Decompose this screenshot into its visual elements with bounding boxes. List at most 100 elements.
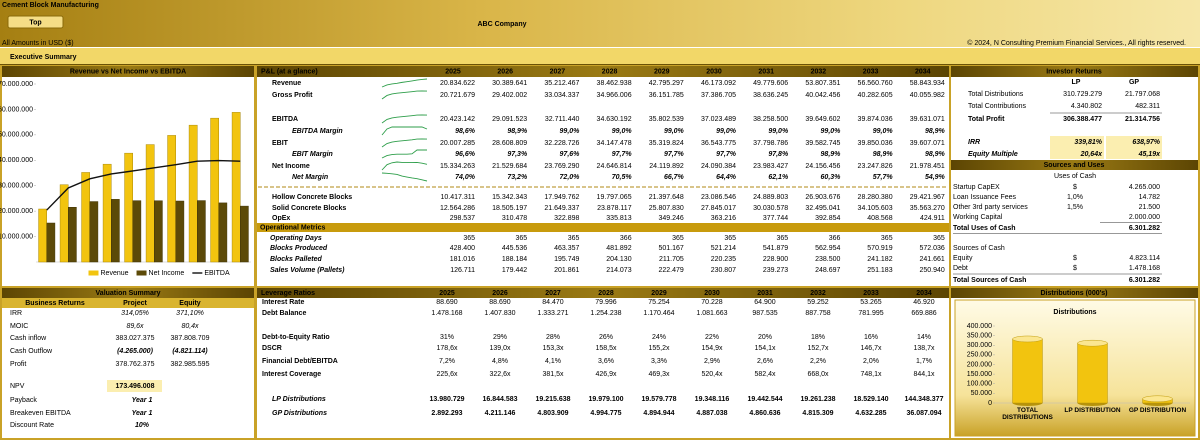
sparkline: [381, 138, 428, 148]
cell: 36.151.785: [649, 92, 684, 99]
cell: 248.697: [815, 267, 840, 274]
bar-cap: [1077, 339, 1108, 347]
row-label: IRR: [10, 310, 22, 317]
investor-panel: [951, 66, 1198, 286]
bar: [111, 199, 120, 263]
row-label: EBITDA: [272, 116, 298, 123]
cell: 97,8%: [768, 151, 789, 158]
cell: 26.903.676: [805, 194, 840, 201]
cell: 1.254.238: [590, 310, 621, 317]
cell: 521.214: [711, 245, 736, 252]
cell: 96,6%: [455, 151, 476, 158]
cell: 98,9%: [873, 151, 894, 158]
cell: 20.834.622: [440, 80, 475, 87]
cell: 24.889.803: [753, 194, 788, 201]
bar: [218, 202, 228, 263]
cell: 154,9x: [701, 345, 723, 352]
cell: 445.536: [502, 245, 527, 252]
cell: 19.348.116: [695, 396, 730, 403]
chart-title: Revenue vs Net Income vs EBITDA: [70, 68, 186, 75]
cell: 99,0%: [664, 128, 685, 135]
cell: 14.782: [1139, 194, 1161, 201]
cell: 35.212.467: [544, 80, 579, 87]
cell: 365: [516, 235, 528, 242]
cell: 139,0x: [489, 345, 511, 352]
cell: 2,0%: [863, 358, 879, 365]
cell: 38.258.500: [753, 116, 788, 123]
cell: (4.821.114): [172, 348, 208, 355]
column-header: LP: [1072, 79, 1081, 86]
cell: 20.423.142: [440, 116, 475, 123]
cell: 4.265.000: [1129, 184, 1160, 191]
year-header: 2027: [545, 290, 561, 297]
sparkline: [381, 126, 428, 136]
cell: 19.261.238: [800, 396, 835, 403]
cell: 15.342.343: [492, 194, 527, 201]
cell: 158,5x: [595, 345, 617, 352]
cell: 97,3%: [507, 151, 528, 158]
y-tick-label: 0: [988, 400, 992, 407]
column-header: GP: [1129, 79, 1139, 86]
sparkline: [381, 90, 428, 100]
bar: [240, 205, 249, 263]
cell: 23.983.427: [753, 163, 788, 170]
cell: 29.402.002: [492, 92, 527, 99]
top-button[interactable]: [7, 15, 64, 29]
cell: 36.087.094: [906, 410, 941, 417]
cell: 70.228: [701, 299, 723, 306]
cell: 42.795.297: [649, 80, 684, 87]
distribution-heading: Distributions (000's): [1040, 290, 1107, 297]
cell: 75.254: [648, 299, 670, 306]
row-label: Debt: [953, 265, 968, 272]
row-label: Discount Rate: [10, 422, 54, 429]
year-header: 2025: [439, 290, 455, 297]
bar: [38, 208, 48, 263]
cell: 73,2%: [507, 174, 528, 181]
cell: 20,64x: [1080, 151, 1104, 158]
cell: 72,0%: [560, 174, 581, 181]
cell: 34.630.192: [597, 116, 632, 123]
cell: 339,81%: [1074, 139, 1102, 146]
legend-label: Revenue: [101, 270, 129, 277]
cell: 482.311: [1135, 103, 1160, 110]
row-label: Equity Multiple: [968, 151, 1018, 158]
sparkline: [381, 172, 428, 182]
row-label: Debt Balance: [262, 310, 306, 317]
cell: 22%: [705, 334, 719, 341]
sparkline: [381, 114, 428, 124]
cell: 34.105.603: [858, 205, 893, 212]
cell: 365: [724, 235, 736, 242]
cell: 181.016: [450, 256, 475, 263]
cell: 366: [829, 235, 841, 242]
cell: 428.400: [450, 245, 475, 252]
top-button-label[interactable]: Top: [29, 19, 41, 26]
cell: 21.397.648: [649, 194, 684, 201]
column-header: Equity: [179, 300, 200, 307]
bar: [175, 200, 185, 263]
cell: 37.386.705: [701, 92, 736, 99]
cell: 29%: [493, 334, 507, 341]
cell: 32.228.726: [544, 140, 579, 147]
year-header: 2030: [706, 68, 722, 75]
y-tick-label: 400.000: [967, 323, 992, 330]
cell: 298.537: [450, 215, 475, 222]
cell: 24.156.456: [805, 163, 840, 170]
row-label: Interest Rate: [262, 299, 305, 306]
cell: 638,97%: [1132, 139, 1160, 146]
cell: 2,6%: [757, 358, 773, 365]
cell: 481.892: [606, 245, 631, 252]
subheader: Uses of Cash: [1054, 173, 1096, 180]
cell: 32.495.041: [805, 205, 840, 212]
cell: 46.173.092: [701, 80, 736, 87]
y-tick-label: 50.000: [971, 390, 993, 397]
cell: 39.850.036: [858, 140, 893, 147]
y-tick-label: 40.000.000: [0, 157, 33, 164]
cell: 241.182: [867, 256, 892, 263]
cell: 39.582.745: [805, 140, 840, 147]
row-label: MOIC: [10, 323, 28, 330]
bar: [197, 200, 206, 263]
row-label: Revenue: [272, 80, 301, 87]
cell: 178,6x: [436, 345, 458, 352]
cell: 669.886: [911, 310, 936, 317]
row-label: Sales Volume (Pallets): [270, 267, 345, 274]
